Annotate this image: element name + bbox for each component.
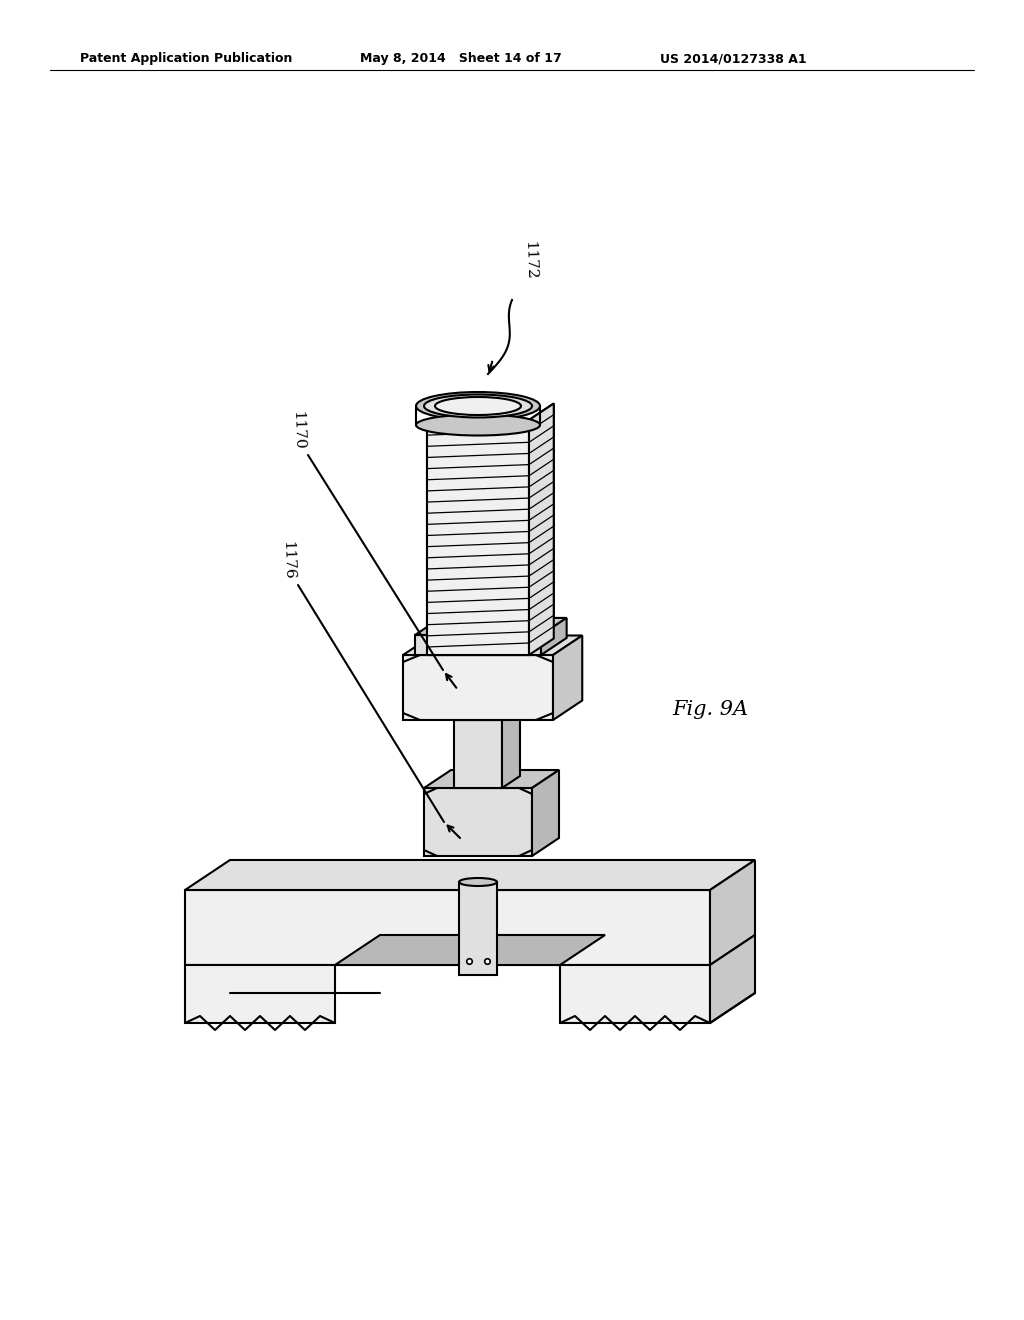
- Polygon shape: [710, 935, 755, 1023]
- Polygon shape: [427, 420, 529, 655]
- Polygon shape: [529, 404, 554, 655]
- Polygon shape: [541, 618, 566, 655]
- Polygon shape: [553, 635, 583, 719]
- Text: Fig. 9A: Fig. 9A: [672, 700, 749, 719]
- Polygon shape: [502, 708, 520, 788]
- Ellipse shape: [435, 397, 521, 414]
- Text: May 8, 2014   Sheet 14 of 17: May 8, 2014 Sheet 14 of 17: [360, 51, 562, 65]
- Text: 1172: 1172: [522, 240, 538, 280]
- Polygon shape: [454, 708, 520, 719]
- Polygon shape: [424, 788, 532, 855]
- Polygon shape: [185, 965, 335, 1023]
- Text: 1176: 1176: [281, 541, 296, 579]
- Text: Patent Application Publication: Patent Application Publication: [80, 51, 293, 65]
- Text: US 2014/0127338 A1: US 2014/0127338 A1: [660, 51, 807, 65]
- Polygon shape: [459, 882, 497, 975]
- Ellipse shape: [424, 395, 532, 417]
- Polygon shape: [335, 935, 605, 965]
- Polygon shape: [710, 861, 755, 965]
- Polygon shape: [403, 655, 553, 719]
- Polygon shape: [427, 420, 529, 655]
- Polygon shape: [424, 770, 559, 788]
- Polygon shape: [403, 635, 583, 655]
- Polygon shape: [454, 719, 502, 788]
- Polygon shape: [529, 404, 554, 655]
- Ellipse shape: [416, 392, 540, 420]
- Text: 1170: 1170: [291, 411, 306, 450]
- Ellipse shape: [459, 878, 497, 886]
- Polygon shape: [560, 965, 710, 1023]
- Polygon shape: [415, 618, 566, 635]
- Polygon shape: [532, 770, 559, 855]
- Ellipse shape: [416, 414, 540, 436]
- Polygon shape: [185, 861, 755, 890]
- Polygon shape: [185, 890, 710, 965]
- Polygon shape: [415, 635, 541, 655]
